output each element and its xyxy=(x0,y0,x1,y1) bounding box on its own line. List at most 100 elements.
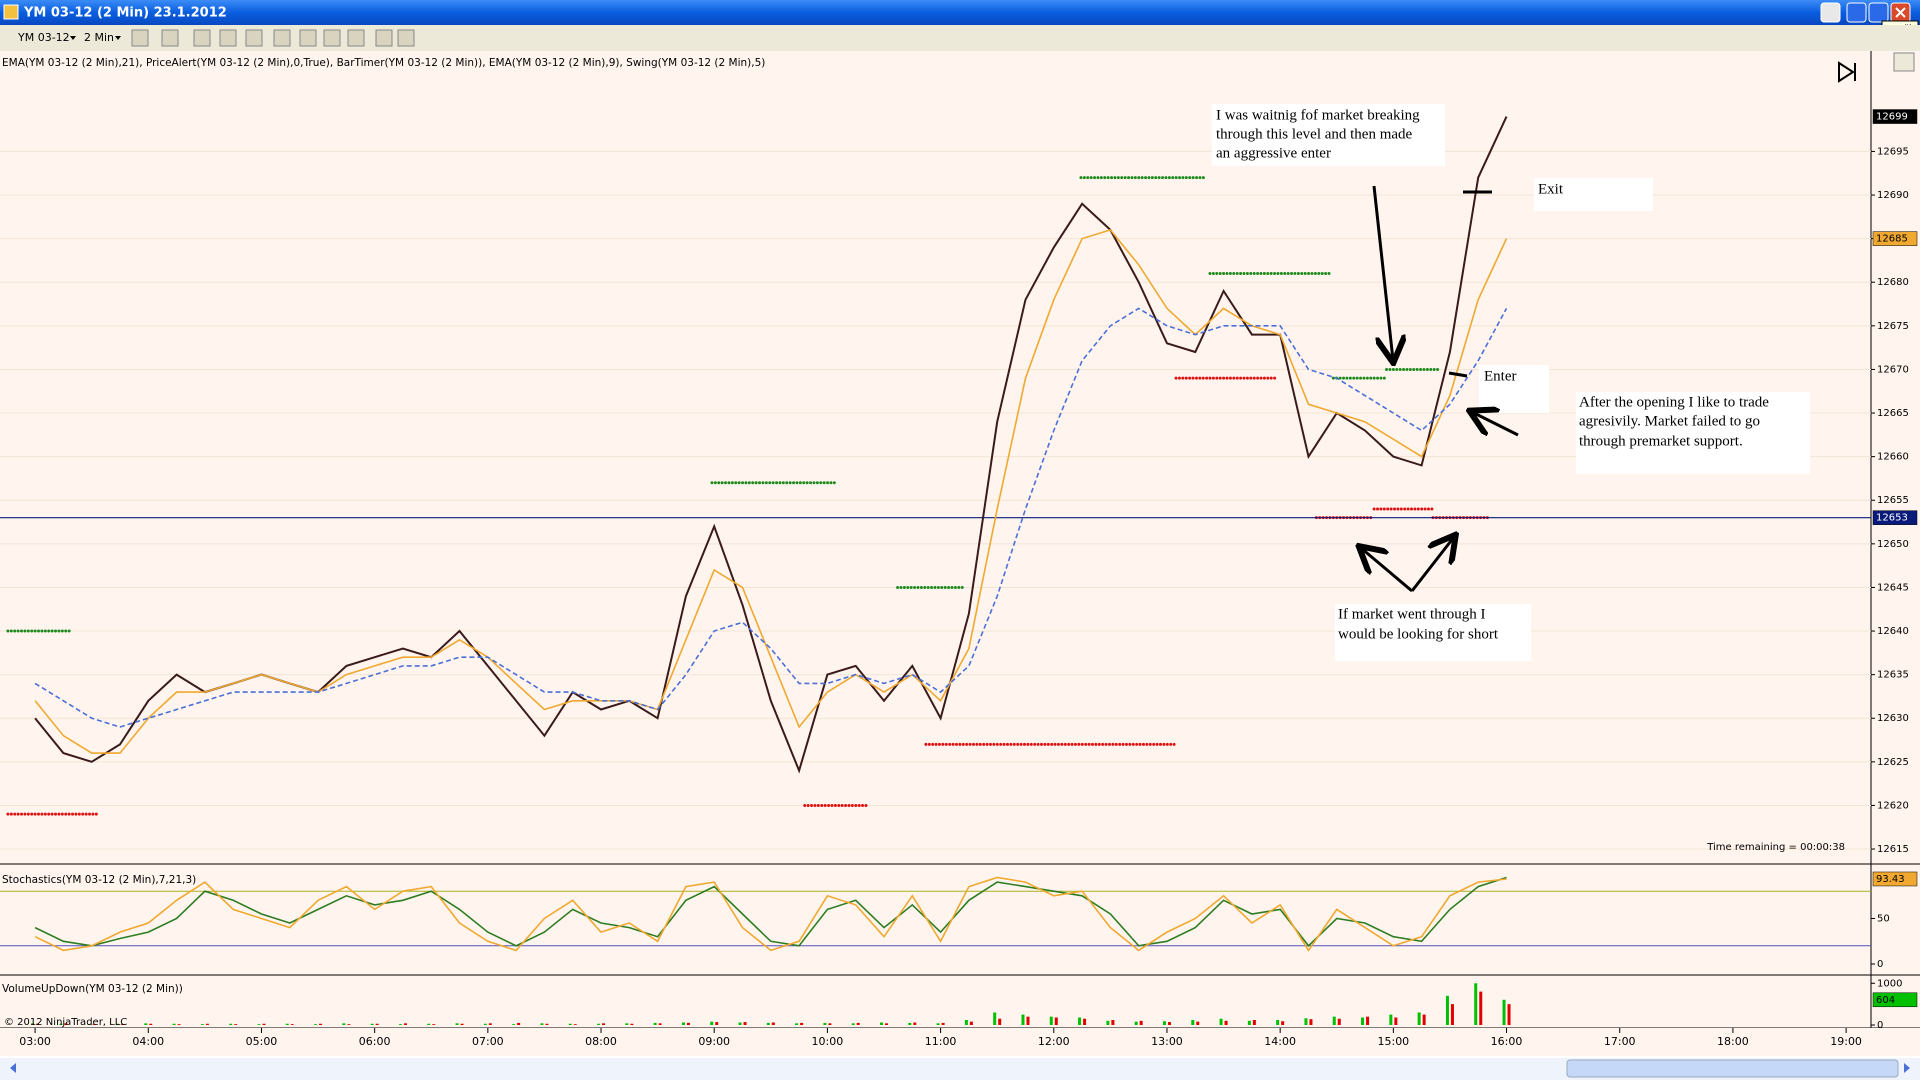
series-line xyxy=(34,876,1507,952)
series-line xyxy=(34,228,1508,754)
value-box-label: 12699 xyxy=(1876,112,1908,123)
app-icon xyxy=(3,4,19,20)
volume-bar xyxy=(658,1023,662,1025)
y-tick-label: 12675 xyxy=(1877,321,1909,332)
scrollbar[interactable] xyxy=(0,1058,1920,1080)
volume-bar xyxy=(149,1023,153,1025)
x-tick-label: 08:00 xyxy=(585,1035,617,1048)
x-tick-label: 06:00 xyxy=(359,1035,391,1048)
volume-bar xyxy=(144,1023,148,1025)
maximize-button[interactable] xyxy=(1868,2,1889,23)
note-text: through this level and then made xyxy=(1216,126,1413,142)
volume-bar xyxy=(115,1023,119,1025)
volume-bar xyxy=(630,1023,634,1025)
volume-bar xyxy=(1247,1020,1251,1025)
print-button[interactable] xyxy=(375,29,393,47)
volume-bar xyxy=(488,1023,492,1025)
note-text: an aggressive enter xyxy=(1216,145,1331,161)
volume-bar xyxy=(828,1023,832,1025)
volume-bar xyxy=(1111,1019,1115,1025)
minimize-button[interactable] xyxy=(1846,2,1867,23)
x-tick-label: 15:00 xyxy=(1377,1035,1409,1048)
volume-bar xyxy=(398,1024,402,1025)
indicator-button[interactable] xyxy=(193,29,211,47)
y-tick-label: 1000 xyxy=(1877,978,1902,989)
copyright: © 2012 NinjaTrader, LLC xyxy=(4,1017,127,1028)
volume-bar xyxy=(1281,1021,1285,1025)
volume-bar xyxy=(455,1023,459,1025)
volume-bar xyxy=(375,1023,379,1025)
properties-button[interactable] xyxy=(299,29,317,47)
volume-bar xyxy=(31,1023,35,1025)
volume-bar xyxy=(64,1023,68,1025)
note-text: Enter xyxy=(1484,368,1516,384)
scroll-left[interactable] xyxy=(10,1063,16,1073)
zoom-button[interactable] xyxy=(273,29,291,47)
volume-bar xyxy=(262,1023,266,1025)
volume-bar xyxy=(573,1024,577,1025)
instrument-select[interactable]: YM 03-12 xyxy=(17,31,70,44)
annotations: I was waitnig fof market breaking throug… xyxy=(1212,104,1810,661)
volume-bar xyxy=(59,1023,63,1025)
y-tick-label: 12695 xyxy=(1877,146,1909,157)
crosshair-button[interactable] xyxy=(245,29,263,47)
volume-bar xyxy=(1394,1017,1398,1025)
volume-bar xyxy=(285,1023,289,1025)
volume-bar xyxy=(1417,1012,1421,1025)
volume-bar xyxy=(92,1024,96,1025)
panel-title: EMA(YM 03-12 (2 Min),21), PriceAlert(YM … xyxy=(2,57,765,69)
note-text: agresivily. Market failed to go xyxy=(1579,413,1760,429)
volume-bar xyxy=(1304,1018,1308,1025)
volume-bar xyxy=(1445,995,1449,1025)
panel-title: Stochastics(YM 03-12 (2 Min),7,21,3) xyxy=(2,874,196,886)
note-box xyxy=(1479,365,1549,413)
axis-menu[interactable] xyxy=(1893,52,1915,72)
price-axis xyxy=(1871,51,1920,1028)
y-tick-label: 12630 xyxy=(1877,713,1909,724)
volume-bar xyxy=(1422,1014,1426,1025)
panel-title: VolumeUpDown(YM 03-12 (2 Min)) xyxy=(2,983,183,995)
value-box xyxy=(1872,231,1918,246)
interval-select[interactable]: 2 Min xyxy=(84,31,114,44)
volume-bar xyxy=(172,1023,176,1025)
x-tick-label: 09:00 xyxy=(698,1035,730,1048)
volume-bar xyxy=(1196,1021,1200,1025)
entry-marker xyxy=(1448,371,1468,378)
y-tick-label: 12635 xyxy=(1877,670,1909,681)
series-line xyxy=(34,876,1507,947)
volume-bar xyxy=(851,1023,855,1025)
data-box-button[interactable] xyxy=(347,29,365,47)
volume-bar xyxy=(403,1023,407,1025)
x-tick-label: 17:00 xyxy=(1604,1035,1636,1048)
toolbar xyxy=(0,25,1920,51)
arrow xyxy=(1361,548,1413,593)
y-tick-label: 12690 xyxy=(1877,190,1909,201)
note-text: through premarket support. xyxy=(1579,433,1743,449)
tool-button[interactable] xyxy=(219,29,237,47)
volume-bar xyxy=(908,1022,912,1025)
volume-bar xyxy=(1049,1016,1053,1025)
note-box xyxy=(1534,178,1653,211)
x-tick-label: 16:00 xyxy=(1491,1035,1523,1048)
scroll-right[interactable] xyxy=(1904,1063,1910,1073)
volume-bar xyxy=(512,1024,516,1025)
y-tick-label: 50 xyxy=(1877,914,1890,925)
note-box xyxy=(1212,104,1445,166)
scroll-thumb[interactable] xyxy=(1566,1059,1899,1078)
value-box-label: 604 xyxy=(1876,995,1895,1006)
value-box xyxy=(1872,871,1918,887)
play-icon[interactable] xyxy=(1838,61,1856,83)
y-tick-label: 0 xyxy=(1877,959,1883,970)
grid-button[interactable] xyxy=(397,29,415,47)
volume-bar xyxy=(602,1023,606,1025)
note-text: I was waitnig fof market breaking xyxy=(1216,107,1420,123)
draw-button[interactable] xyxy=(161,29,179,47)
strategy-button[interactable] xyxy=(323,29,341,47)
layout-button[interactable] xyxy=(1820,2,1841,23)
value-box xyxy=(1872,510,1918,525)
bar-type-button[interactable] xyxy=(131,29,149,47)
volume-bar xyxy=(941,1022,945,1025)
x-tick-label: 10:00 xyxy=(812,1035,844,1048)
volume-bar xyxy=(1450,1004,1454,1025)
